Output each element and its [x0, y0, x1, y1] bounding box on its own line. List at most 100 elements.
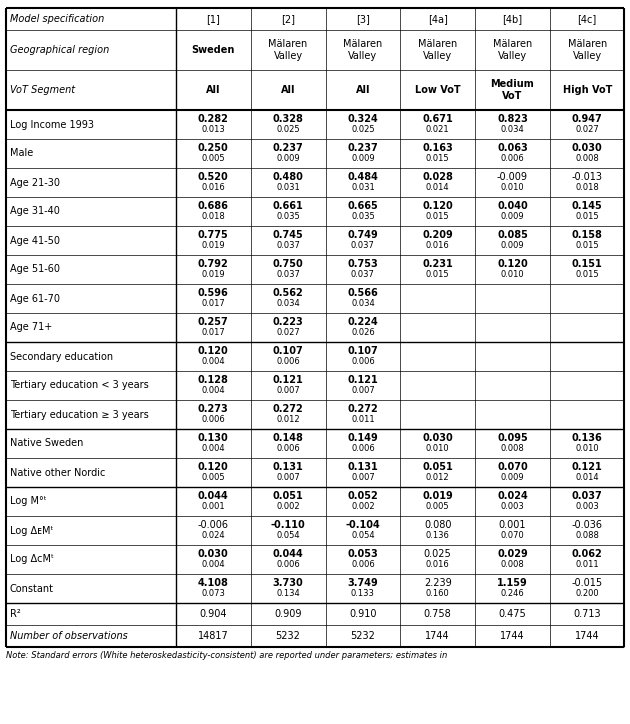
Text: 4.108: 4.108 [198, 578, 229, 588]
Text: 0.121: 0.121 [348, 375, 378, 384]
Text: 0.015: 0.015 [426, 212, 449, 222]
Text: 0.237: 0.237 [348, 143, 378, 153]
Text: 0.231: 0.231 [422, 258, 453, 269]
Text: 0.062: 0.062 [572, 549, 603, 559]
Text: 0.947: 0.947 [572, 114, 603, 124]
Text: 0.017: 0.017 [202, 299, 225, 308]
Text: 0.272: 0.272 [348, 404, 378, 413]
Text: 0.003: 0.003 [501, 502, 524, 511]
Text: 0.014: 0.014 [575, 473, 599, 482]
Text: 0.009: 0.009 [501, 241, 524, 251]
Text: 0.018: 0.018 [202, 212, 225, 222]
Text: 0.028: 0.028 [422, 172, 453, 182]
Text: 0.073: 0.073 [202, 589, 226, 598]
Text: 1744: 1744 [575, 631, 600, 641]
Text: R²: R² [10, 609, 21, 619]
Text: 0.002: 0.002 [351, 502, 375, 511]
Text: 0.224: 0.224 [348, 316, 378, 327]
Text: Number of observations: Number of observations [10, 631, 128, 641]
Text: 0.052: 0.052 [348, 491, 378, 501]
Text: 0.044: 0.044 [198, 491, 229, 501]
Text: [4a]: [4a] [428, 14, 447, 24]
Text: 0.006: 0.006 [501, 154, 524, 163]
Text: 0.015: 0.015 [426, 270, 449, 279]
Text: 0.257: 0.257 [198, 316, 229, 327]
Text: 0.037: 0.037 [276, 241, 300, 251]
Text: 0.027: 0.027 [575, 125, 599, 134]
Text: 0.053: 0.053 [348, 549, 378, 559]
Text: 0.024: 0.024 [202, 531, 225, 540]
Text: 0.121: 0.121 [572, 462, 603, 472]
Text: 14817: 14817 [198, 631, 229, 641]
Text: High VoT: High VoT [563, 85, 612, 95]
Text: 0.054: 0.054 [351, 531, 375, 540]
Text: All: All [281, 85, 295, 95]
Text: 1.159: 1.159 [497, 578, 528, 588]
Text: 0.009: 0.009 [501, 212, 524, 222]
Text: Model specification: Model specification [10, 14, 104, 24]
Text: Tertiary education < 3 years: Tertiary education < 3 years [10, 381, 149, 390]
Text: 0.328: 0.328 [273, 114, 304, 124]
Text: 0.009: 0.009 [277, 154, 300, 163]
Text: 0.671: 0.671 [422, 114, 453, 124]
Text: 0.484: 0.484 [348, 172, 379, 182]
Text: 0.037: 0.037 [572, 491, 603, 501]
Text: 0.034: 0.034 [501, 125, 524, 134]
Text: Native other Nordic: Native other Nordic [10, 468, 105, 478]
Text: Age 71+: Age 71+ [10, 322, 52, 332]
Text: 0.021: 0.021 [426, 125, 449, 134]
Text: 0.011: 0.011 [575, 560, 599, 569]
Text: Constant: Constant [10, 584, 54, 594]
Text: 0.128: 0.128 [198, 375, 229, 384]
Text: 0.008: 0.008 [501, 445, 524, 453]
Text: 0.019: 0.019 [202, 241, 225, 251]
Text: 0.713: 0.713 [573, 609, 601, 619]
Text: 0.037: 0.037 [351, 241, 375, 251]
Text: -0.104: -0.104 [345, 520, 381, 530]
Text: 0.025: 0.025 [424, 549, 452, 559]
Text: 0.120: 0.120 [198, 462, 229, 472]
Text: Mälaren
Valley: Mälaren Valley [343, 39, 382, 61]
Text: 1744: 1744 [500, 631, 525, 641]
Text: Low VoT: Low VoT [415, 85, 461, 95]
Text: 0.792: 0.792 [198, 258, 229, 269]
Text: 0.016: 0.016 [426, 241, 450, 251]
Text: -0.009: -0.009 [497, 172, 528, 182]
Text: Mälaren
Valley: Mälaren Valley [568, 39, 607, 61]
Text: 0.136: 0.136 [572, 433, 603, 442]
Text: VoT Segment: VoT Segment [10, 85, 75, 95]
Text: 0.029: 0.029 [497, 549, 528, 559]
Text: 0.001: 0.001 [499, 520, 526, 530]
Text: 1744: 1744 [425, 631, 450, 641]
Text: 0.006: 0.006 [202, 416, 225, 424]
Text: 0.200: 0.200 [575, 589, 599, 598]
Text: 0.562: 0.562 [273, 287, 304, 298]
Text: 0.107: 0.107 [348, 345, 378, 355]
Text: Sweden: Sweden [192, 45, 235, 55]
Text: 0.013: 0.013 [202, 125, 225, 134]
Text: [3]: [3] [356, 14, 370, 24]
Text: Age 31-40: Age 31-40 [10, 206, 60, 216]
Text: [4b]: [4b] [502, 14, 522, 24]
Text: 0.008: 0.008 [501, 560, 524, 569]
Text: 0.120: 0.120 [198, 345, 229, 355]
Text: 0.037: 0.037 [276, 270, 300, 279]
Text: 0.008: 0.008 [575, 154, 599, 163]
Text: 0.007: 0.007 [351, 386, 375, 395]
Text: Geographical region: Geographical region [10, 45, 109, 55]
Text: 0.085: 0.085 [497, 230, 528, 240]
Text: Mälaren
Valley: Mälaren Valley [493, 39, 532, 61]
Text: 0.007: 0.007 [351, 473, 375, 482]
Text: 0.661: 0.661 [273, 201, 304, 211]
Text: 0.237: 0.237 [273, 143, 304, 153]
Text: 5232: 5232 [276, 631, 301, 641]
Text: 0.107: 0.107 [273, 345, 304, 355]
Text: 0.910: 0.910 [349, 609, 377, 619]
Text: 0.246: 0.246 [501, 589, 524, 598]
Text: Mälaren
Valley: Mälaren Valley [268, 39, 307, 61]
Text: 0.005: 0.005 [426, 502, 449, 511]
Text: 0.250: 0.250 [198, 143, 229, 153]
Text: 0.133: 0.133 [351, 589, 375, 598]
Text: 0.095: 0.095 [497, 433, 528, 442]
Text: 0.010: 0.010 [426, 445, 449, 453]
